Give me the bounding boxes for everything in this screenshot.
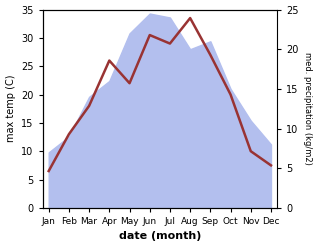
X-axis label: date (month): date (month) bbox=[119, 231, 201, 242]
Y-axis label: med. precipitation (kg/m2): med. precipitation (kg/m2) bbox=[303, 52, 313, 165]
Y-axis label: max temp (C): max temp (C) bbox=[5, 75, 16, 143]
